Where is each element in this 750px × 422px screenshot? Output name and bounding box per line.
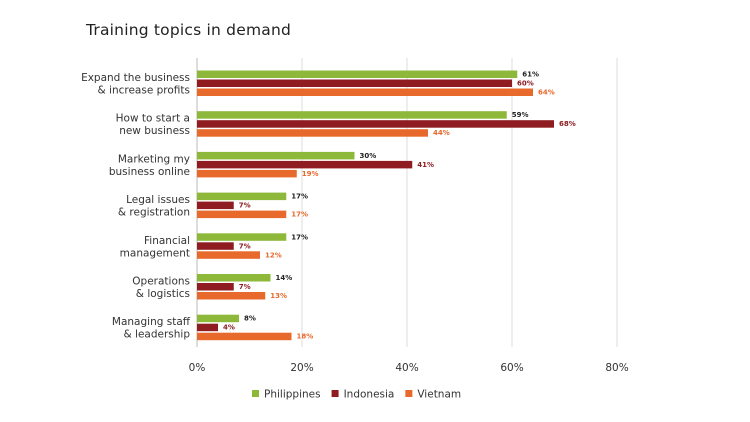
data-label: 13% <box>270 292 287 300</box>
bar-philippines <box>197 151 355 160</box>
chart-title: Training topics in demand <box>86 21 292 39</box>
category-label: & logistics <box>136 288 190 300</box>
data-label: 19% <box>302 170 319 178</box>
data-label: 4% <box>223 324 235 332</box>
bar-philippines <box>197 274 271 282</box>
category-label: Operations <box>132 276 190 288</box>
x-tick-label: 80% <box>605 362 628 374</box>
data-label: 14% <box>276 274 293 282</box>
bar-indonesia <box>197 79 512 87</box>
bar-philippines <box>197 233 287 241</box>
bar-vietnam <box>197 292 266 300</box>
bar-vietnam <box>197 169 297 178</box>
data-label: 7% <box>239 283 251 291</box>
bar-indonesia <box>197 201 234 210</box>
category-label: new business <box>119 125 190 137</box>
bar-philippines <box>197 192 287 201</box>
legend-swatch-philippines <box>252 390 259 397</box>
bar-vietnam <box>197 88 533 96</box>
legend-swatch-indonesia <box>331 390 339 397</box>
data-label: 64% <box>538 89 555 97</box>
category-label: & registration <box>118 207 190 219</box>
bar-vietnam <box>197 251 260 259</box>
bar-vietnam <box>197 332 292 341</box>
data-label: 18% <box>297 333 314 341</box>
data-label: 60% <box>517 80 534 88</box>
category-label: management <box>120 247 190 259</box>
bar-indonesia <box>197 120 554 128</box>
bar-indonesia <box>197 323 218 332</box>
bar-indonesia <box>197 160 413 169</box>
data-label: 7% <box>239 242 251 250</box>
data-label: 44% <box>433 129 450 137</box>
category-label: Expand the business <box>81 72 190 84</box>
category-label: business online <box>109 166 190 178</box>
x-tick-label: 60% <box>500 362 523 374</box>
bar-indonesia <box>197 283 234 291</box>
category-label: Marketing my <box>118 153 190 165</box>
category-label: Financial <box>144 235 190 247</box>
bar-vietnam <box>197 210 287 219</box>
data-label: 61% <box>522 71 539 79</box>
bar-vietnam <box>197 129 428 137</box>
category-label: & increase profits <box>98 85 191 97</box>
data-label: 17% <box>291 211 308 219</box>
x-tick-label: 20% <box>290 362 313 374</box>
data-label: 17% <box>291 193 308 201</box>
data-label: 8% <box>244 315 256 323</box>
legend-label: Vietnam <box>417 389 461 401</box>
category-label: Managing staff <box>112 316 191 328</box>
x-tick-label: 0% <box>189 362 206 374</box>
category-label: & leadership <box>124 329 191 341</box>
data-label: 12% <box>265 251 282 259</box>
bar-indonesia <box>197 242 234 250</box>
category-label: How to start a <box>116 113 190 125</box>
legend-label: Philippines <box>264 389 321 401</box>
bar-philippines <box>197 70 518 78</box>
category-label: Legal issues <box>126 194 190 206</box>
data-label: 68% <box>559 120 576 128</box>
data-label: 30% <box>360 152 377 160</box>
legend-swatch-vietnam <box>405 390 413 397</box>
data-label: 59% <box>512 111 529 119</box>
bar-philippines <box>197 111 507 119</box>
data-label: 41% <box>417 161 434 169</box>
bar-philippines <box>197 314 239 323</box>
data-label: 7% <box>239 202 251 210</box>
x-tick-label: 40% <box>395 362 418 374</box>
legend-label: Indonesia <box>344 389 395 401</box>
data-label: 17% <box>291 233 308 241</box>
